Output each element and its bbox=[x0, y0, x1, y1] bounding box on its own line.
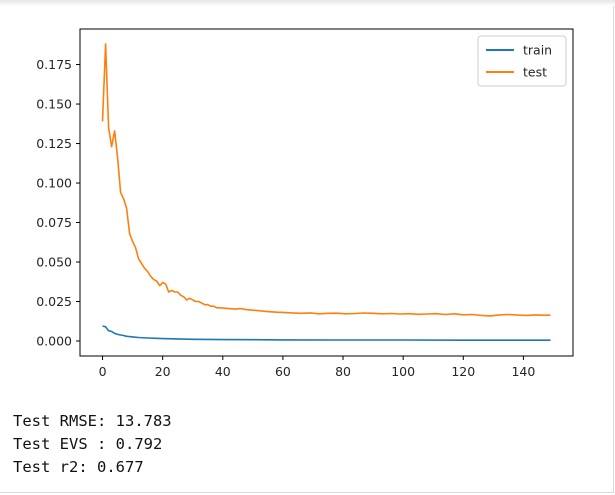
y-axis-ticks: 0.000 0.025 0.050 0.075 0.100 0.125 0.150 0.175 bbox=[36, 57, 80, 348]
legend-box bbox=[477, 35, 567, 87]
axes-border bbox=[79, 28, 574, 357]
x-tick-label: 20 bbox=[155, 364, 171, 379]
rmse-line: Test RMSE: 13.783 bbox=[13, 412, 172, 430]
top-bar bbox=[0, 0, 615, 6]
r2-line: Test r2: 0.677 bbox=[13, 458, 144, 476]
series-line-test bbox=[101, 43, 551, 317]
x-tick-label: 60 bbox=[275, 364, 291, 379]
x-tick-label: 40 bbox=[215, 364, 231, 379]
output-frame bbox=[0, 6, 614, 493]
x-tick-label: 0 bbox=[99, 364, 107, 379]
y-tick-label: 0.175 bbox=[36, 57, 72, 72]
x-tick-label: 80 bbox=[335, 364, 351, 379]
legend-label-train: train bbox=[523, 43, 552, 58]
loss-chart: 0 20 40 60 80 100 120 140 0.0000.0250.0500.0750… bbox=[36, 28, 574, 379]
axes-frame bbox=[79, 28, 574, 357]
y-tick-label: 0.100 bbox=[36, 176, 72, 191]
x-tick-label: 100 bbox=[391, 364, 415, 379]
y-tick-label: 0.025 bbox=[36, 294, 72, 309]
y-tick-label: 0.000 bbox=[36, 333, 72, 348]
y-tick-label: 0.050 bbox=[36, 255, 72, 270]
x-tick-label: 120 bbox=[451, 364, 475, 379]
series-layer bbox=[101, 43, 551, 342]
metrics-output: Test RMSE: 13.783 Test EVS : 0.792 Test … bbox=[13, 410, 172, 479]
y-tick-label: 0.125 bbox=[36, 136, 72, 151]
series-line-train bbox=[102, 325, 551, 342]
legend: train test bbox=[477, 35, 567, 87]
legend-label-test: test bbox=[523, 65, 547, 80]
x-axis-ticks: 0 20 40 60 80 100 120 140 bbox=[99, 356, 535, 379]
x-tick-label: 140 bbox=[511, 364, 535, 379]
y-tick-label: 0.150 bbox=[36, 97, 72, 112]
y-tick-label: 0.075 bbox=[36, 215, 72, 230]
evs-line: Test EVS : 0.792 bbox=[13, 435, 163, 453]
